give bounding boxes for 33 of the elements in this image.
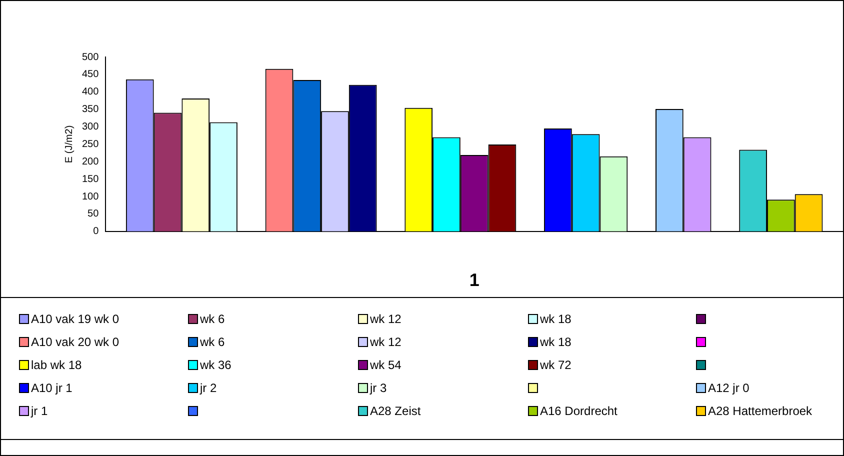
y-tick-label: 350 — [82, 104, 100, 116]
legend-label: A10 vak 20 wk 0 — [31, 334, 120, 348]
legend-label: wk 12 — [370, 312, 402, 326]
y-tick-label: 100 — [82, 191, 100, 202]
legend-label: wk 36 — [200, 358, 232, 372]
y-tick-label: 0 — [93, 226, 100, 238]
legend-label: jr 3 — [370, 380, 387, 394]
legend-label: A10 vak 19 wk 0 — [31, 312, 120, 326]
legend-label: A28 Hattemerbroek — [708, 404, 812, 418]
legend-label: wk 54 — [370, 358, 402, 372]
legend-label: wk 12 — [370, 334, 402, 348]
y-tick-label: 400 — [82, 86, 100, 98]
y-tick-label: 50 — [88, 208, 100, 220]
legend-label: A28 Zeist — [370, 404, 421, 418]
y-axis-title: E (J/m2) — [64, 125, 75, 164]
legend-label: jr 2 — [200, 380, 217, 394]
y-tick-label: 250 — [82, 138, 100, 150]
y-tick-label: 500 — [82, 52, 100, 63]
legend-label: A12 jr 0 — [708, 380, 750, 394]
y-tick-label: 450 — [82, 69, 100, 80]
legend-label: wk 6 — [200, 312, 225, 326]
x-tick-label: 1 — [469, 270, 480, 290]
legend-label: wk 72 — [540, 358, 572, 372]
legend-label: jr 1 — [31, 404, 48, 418]
legend-label: wk 18 — [540, 312, 572, 326]
y-tick-label: 300 — [82, 122, 100, 133]
legend-label: wk 18 — [540, 334, 572, 348]
y-tick-label: 200 — [82, 156, 100, 168]
y-tick-label: 150 — [82, 174, 100, 185]
legend-label: A16 Dordrecht — [540, 404, 618, 418]
legend-label: wk 6 — [200, 334, 225, 348]
legend-label: A10 jr 1 — [31, 380, 72, 394]
legend-label: lab wk 18 — [31, 358, 82, 372]
